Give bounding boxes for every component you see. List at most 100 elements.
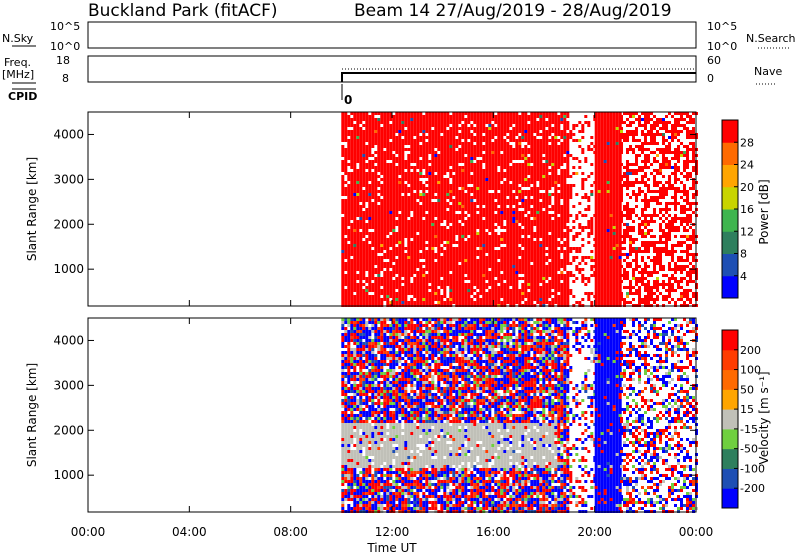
heatmap-cell xyxy=(410,148,414,151)
heatmap-cell xyxy=(389,181,393,184)
heatmap-cell xyxy=(500,238,504,241)
heatmap-cell xyxy=(557,193,561,196)
heatmap-cell xyxy=(416,295,420,298)
heatmap-cell xyxy=(398,229,402,232)
heatmap-cell xyxy=(410,253,414,256)
heatmap-cell xyxy=(353,139,357,142)
heatmap-cell xyxy=(497,199,501,202)
heatmap-cell xyxy=(398,142,402,145)
heatmap-cell xyxy=(603,274,607,277)
heatmap-cell xyxy=(545,271,549,274)
heatmap-cell xyxy=(545,124,549,127)
heatmap-cell xyxy=(368,274,372,277)
heatmap-cell xyxy=(491,169,495,172)
heatmap-cell xyxy=(597,202,601,205)
heatmap-cell xyxy=(359,301,363,304)
heatmap-cell xyxy=(488,301,492,304)
heatmap-cell xyxy=(521,154,525,157)
heatmap-cell xyxy=(413,214,417,217)
heatmap-cell xyxy=(509,235,513,238)
heatmap-cell xyxy=(557,232,561,235)
heatmap-cell xyxy=(347,178,351,181)
heatmap-cell xyxy=(542,193,546,196)
heatmap-cell xyxy=(428,217,432,220)
heatmap-cell xyxy=(600,154,604,157)
heatmap-cell xyxy=(606,280,610,283)
heatmap-cell xyxy=(422,286,426,289)
heatmap-cell xyxy=(482,289,486,292)
heatmap-cell xyxy=(467,268,471,271)
heatmap-cell xyxy=(500,286,504,289)
heatmap-cell xyxy=(548,160,552,163)
heatmap-cell xyxy=(597,136,601,139)
heatmap-cell xyxy=(440,226,444,229)
heatmap-cell xyxy=(600,241,604,244)
heatmap-cell xyxy=(392,205,396,208)
heatmap-cell xyxy=(482,202,486,205)
heatmap-cell xyxy=(347,256,351,259)
heatmap-cell xyxy=(587,232,591,235)
heatmap-cell xyxy=(560,247,564,250)
heatmap-cell xyxy=(500,205,504,208)
heatmap-cell xyxy=(482,238,486,241)
nsky-tick-top: 10^5 xyxy=(50,20,80,33)
heatmap-cell xyxy=(569,271,573,274)
heatmap-cell xyxy=(566,187,570,190)
heatmap-cell xyxy=(344,199,348,202)
heatmap-cell xyxy=(371,235,375,238)
heatmap-cell xyxy=(539,187,543,190)
heatmap-cell xyxy=(347,232,351,235)
heatmap-cell xyxy=(410,178,414,181)
heatmap-cell xyxy=(551,184,555,187)
heatmap-cell xyxy=(470,253,474,256)
heatmap-cell xyxy=(509,112,513,115)
heatmap-cell xyxy=(368,265,372,268)
heatmap-cell xyxy=(440,169,444,172)
heatmap-cell xyxy=(482,259,486,262)
heatmap-cell xyxy=(569,214,573,217)
heatmap-cell xyxy=(569,130,573,133)
heatmap-cell xyxy=(389,226,393,229)
heatmap-cell xyxy=(461,286,465,289)
heatmap-cell xyxy=(488,169,492,172)
heatmap-cell xyxy=(434,268,438,271)
heatmap-cell xyxy=(560,121,564,124)
heatmap-cell xyxy=(407,256,411,259)
heatmap-cell xyxy=(603,259,607,262)
heatmap-cell xyxy=(458,301,462,304)
heatmap-cell xyxy=(560,130,564,133)
heatmap-cell xyxy=(590,232,594,235)
heatmap-cell xyxy=(404,163,408,166)
heatmap-cell xyxy=(353,175,357,178)
heatmap-cell xyxy=(425,202,429,205)
heatmap-cell xyxy=(431,238,435,241)
heatmap-cell xyxy=(422,130,426,133)
heatmap-cell xyxy=(341,154,345,157)
heatmap-cell xyxy=(590,217,594,220)
heatmap-cell xyxy=(597,280,601,283)
heatmap-cell xyxy=(488,244,492,247)
heatmap-cell xyxy=(371,196,375,199)
heatmap-cell xyxy=(521,232,525,235)
heatmap-cell xyxy=(479,175,483,178)
heatmap-cell xyxy=(603,292,607,295)
heatmap-cell xyxy=(455,166,459,169)
heatmap-cell xyxy=(350,241,354,244)
heatmap-cell xyxy=(455,154,459,157)
heatmap-cell xyxy=(600,160,604,163)
heatmap-cell xyxy=(524,277,528,280)
heatmap-cell xyxy=(560,208,564,211)
heatmap-cell xyxy=(446,142,450,145)
heatmap-cell xyxy=(371,118,375,121)
heatmap-cell xyxy=(603,142,607,145)
heatmap-cell xyxy=(506,286,510,289)
heatmap-cell xyxy=(563,211,567,214)
heatmap-cell xyxy=(413,247,417,250)
heatmap-cell xyxy=(344,136,348,139)
heatmap-cell xyxy=(455,289,459,292)
heatmap-cell xyxy=(458,238,462,241)
heatmap-cell xyxy=(344,289,348,292)
heatmap-cell xyxy=(521,199,525,202)
heatmap-cell xyxy=(446,187,450,190)
heatmap-cell xyxy=(395,220,399,223)
